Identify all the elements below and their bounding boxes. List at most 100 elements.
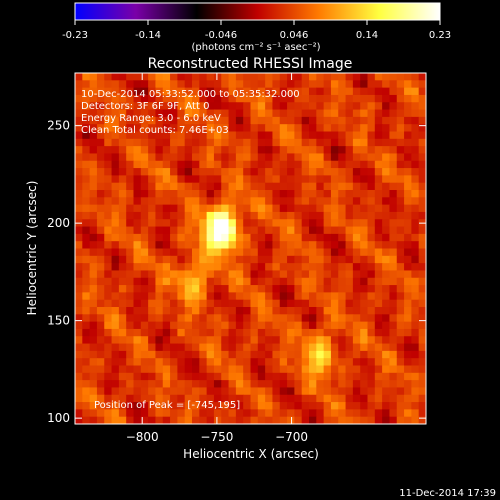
heatmap-pixel [155,197,164,206]
heatmap-pixel [140,182,149,191]
heatmap-pixel [309,175,317,184]
heatmap-pixel [418,109,427,118]
heatmap-pixel [389,328,398,337]
heatmap-pixel [367,328,376,337]
heatmap-pixel [374,248,383,257]
heatmap-pixel [192,116,200,125]
heatmap-pixel [104,285,113,293]
heatmap-pixel [126,394,134,403]
heatmap-pixel [301,285,310,293]
heatmap-pixel [213,328,222,337]
heatmap-pixel [75,321,83,330]
heatmap-pixel [316,372,325,381]
heatmap-pixel [250,204,259,213]
heatmap-pixel [316,299,325,308]
heatmap-pixel [396,394,405,403]
heatmap-pixel [411,255,420,264]
heatmap-pixel [184,73,193,81]
heatmap-pixel [75,226,83,235]
heatmap-pixel [140,241,149,249]
heatmap-pixel [272,336,281,345]
heatmap-pixel [360,131,368,140]
heatmap-pixel [301,372,310,381]
heatmap-pixel [367,116,376,125]
heatmap-pixel [155,124,164,132]
heatmap-pixel [235,73,244,81]
heatmap-pixel [360,307,368,315]
heatmap-pixel [235,350,244,359]
heatmap-pixel [279,270,288,279]
heatmap-pixel [213,204,222,213]
heatmap-pixel [265,153,273,162]
heatmap-pixel [287,328,295,337]
heatmap-pixel [243,402,251,410]
heatmap-pixel [243,248,251,257]
heatmap-pixel [162,197,171,206]
heatmap-pixel [104,394,113,403]
heatmap-pixel [352,343,361,352]
heatmap-pixel [221,80,230,89]
heatmap-pixel [301,153,310,162]
heatmap-pixel [338,416,347,425]
heatmap-pixel [272,270,281,279]
heatmap-pixel [162,292,171,301]
heatmap-pixel [96,146,105,154]
heatmap-pixel [192,175,200,184]
heatmap-pixel [111,292,120,301]
heatmap-pixel [155,94,164,103]
heatmap-pixel [374,153,383,162]
heatmap-pixel [338,380,347,388]
heatmap-pixel [411,343,420,352]
heatmap-pixel [382,248,390,257]
heatmap-pixel [418,146,427,154]
heatmap-pixel [177,138,186,147]
heatmap-pixel [345,73,354,81]
heatmap-pixel [170,153,178,162]
heatmap-pixel [118,197,127,206]
heatmap-pixel [418,372,427,381]
heatmap-pixel [396,387,405,396]
heatmap-pixel [133,226,142,235]
heatmap-pixel [177,102,186,111]
heatmap-pixel [396,226,405,235]
heatmap-pixel [228,409,237,418]
heatmap-pixel [184,131,193,140]
heatmap-pixel [162,219,171,228]
heatmap-pixel [184,94,193,103]
heatmap-pixel [367,277,376,286]
heatmap-pixel [118,80,127,89]
heatmap-pixel [170,175,178,184]
heatmap-pixel [316,226,325,235]
heatmap-pixel [75,380,83,388]
heatmap-pixel [155,328,164,337]
heatmap-pixel [206,233,215,242]
heatmap-pixel [140,387,149,396]
heatmap-pixel [338,109,347,118]
heatmap-pixel [118,211,127,220]
heatmap-pixel [382,343,390,352]
heatmap-pixel [213,416,222,425]
heatmap-pixel [301,248,310,257]
heatmap-pixel [192,241,200,249]
heatmap-pixel [250,416,259,425]
heatmap-pixel [382,175,390,184]
heatmap-pixel [382,358,390,366]
heatmap-pixel [389,168,398,176]
heatmap-pixel [170,226,178,235]
heatmap-pixel [206,387,215,396]
heatmap-pixel [272,409,281,418]
heatmap-pixel [96,343,105,352]
heatmap-pixel [367,248,376,257]
heatmap-pixel [374,387,383,396]
heatmap-pixel [338,80,347,89]
heatmap-pixel [96,190,105,198]
heatmap-pixel [235,336,244,345]
heatmap-pixel [235,190,244,198]
heatmap-pixel [330,270,339,279]
heatmap-pixel [206,211,215,220]
heatmap-pixel [272,153,281,162]
heatmap-pixel [411,307,420,315]
heatmap-pixel [89,372,98,381]
heatmap-pixel [404,416,412,425]
heatmap-pixel [374,277,383,286]
